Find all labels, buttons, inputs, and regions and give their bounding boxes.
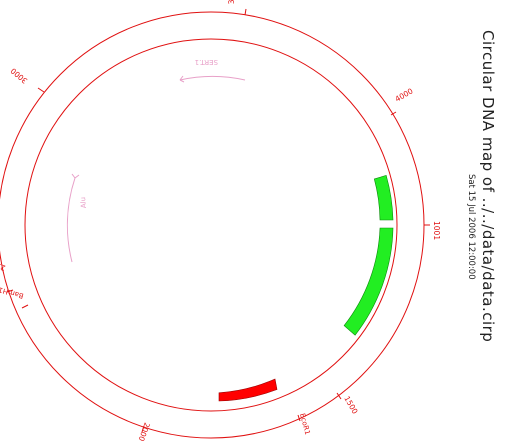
annotation-label-sert: SERT.1 [195, 58, 218, 66]
tick-label: 2500 [0, 258, 7, 273]
tick-label: 3500 [225, 0, 236, 5]
site-label-ecor1: EcoR1 [298, 412, 311, 435]
annotation-label-alu: Alu [79, 197, 88, 209]
map-title: Circular DNA map of ../../data/data.cirp [479, 30, 497, 343]
inner-ring [24, 38, 398, 412]
tick-label: 1001 [432, 221, 441, 240]
red-block [218, 378, 278, 402]
tick-marks [6, 8, 430, 433]
tick-label: 1500 [342, 395, 359, 416]
green-block-1 [373, 175, 394, 221]
sert-annotation [179, 75, 246, 83]
tick-label: 4000 [394, 86, 415, 103]
site-label-bamh1: BamH1 [0, 285, 25, 299]
map-date: Sat 15 Jul 2006 12:00:00 [466, 174, 476, 280]
alu-annotation [66, 173, 80, 263]
tick-label: 2000 [137, 421, 152, 442]
green-block-2 [343, 227, 394, 336]
tick-label: 3000 [9, 66, 30, 85]
